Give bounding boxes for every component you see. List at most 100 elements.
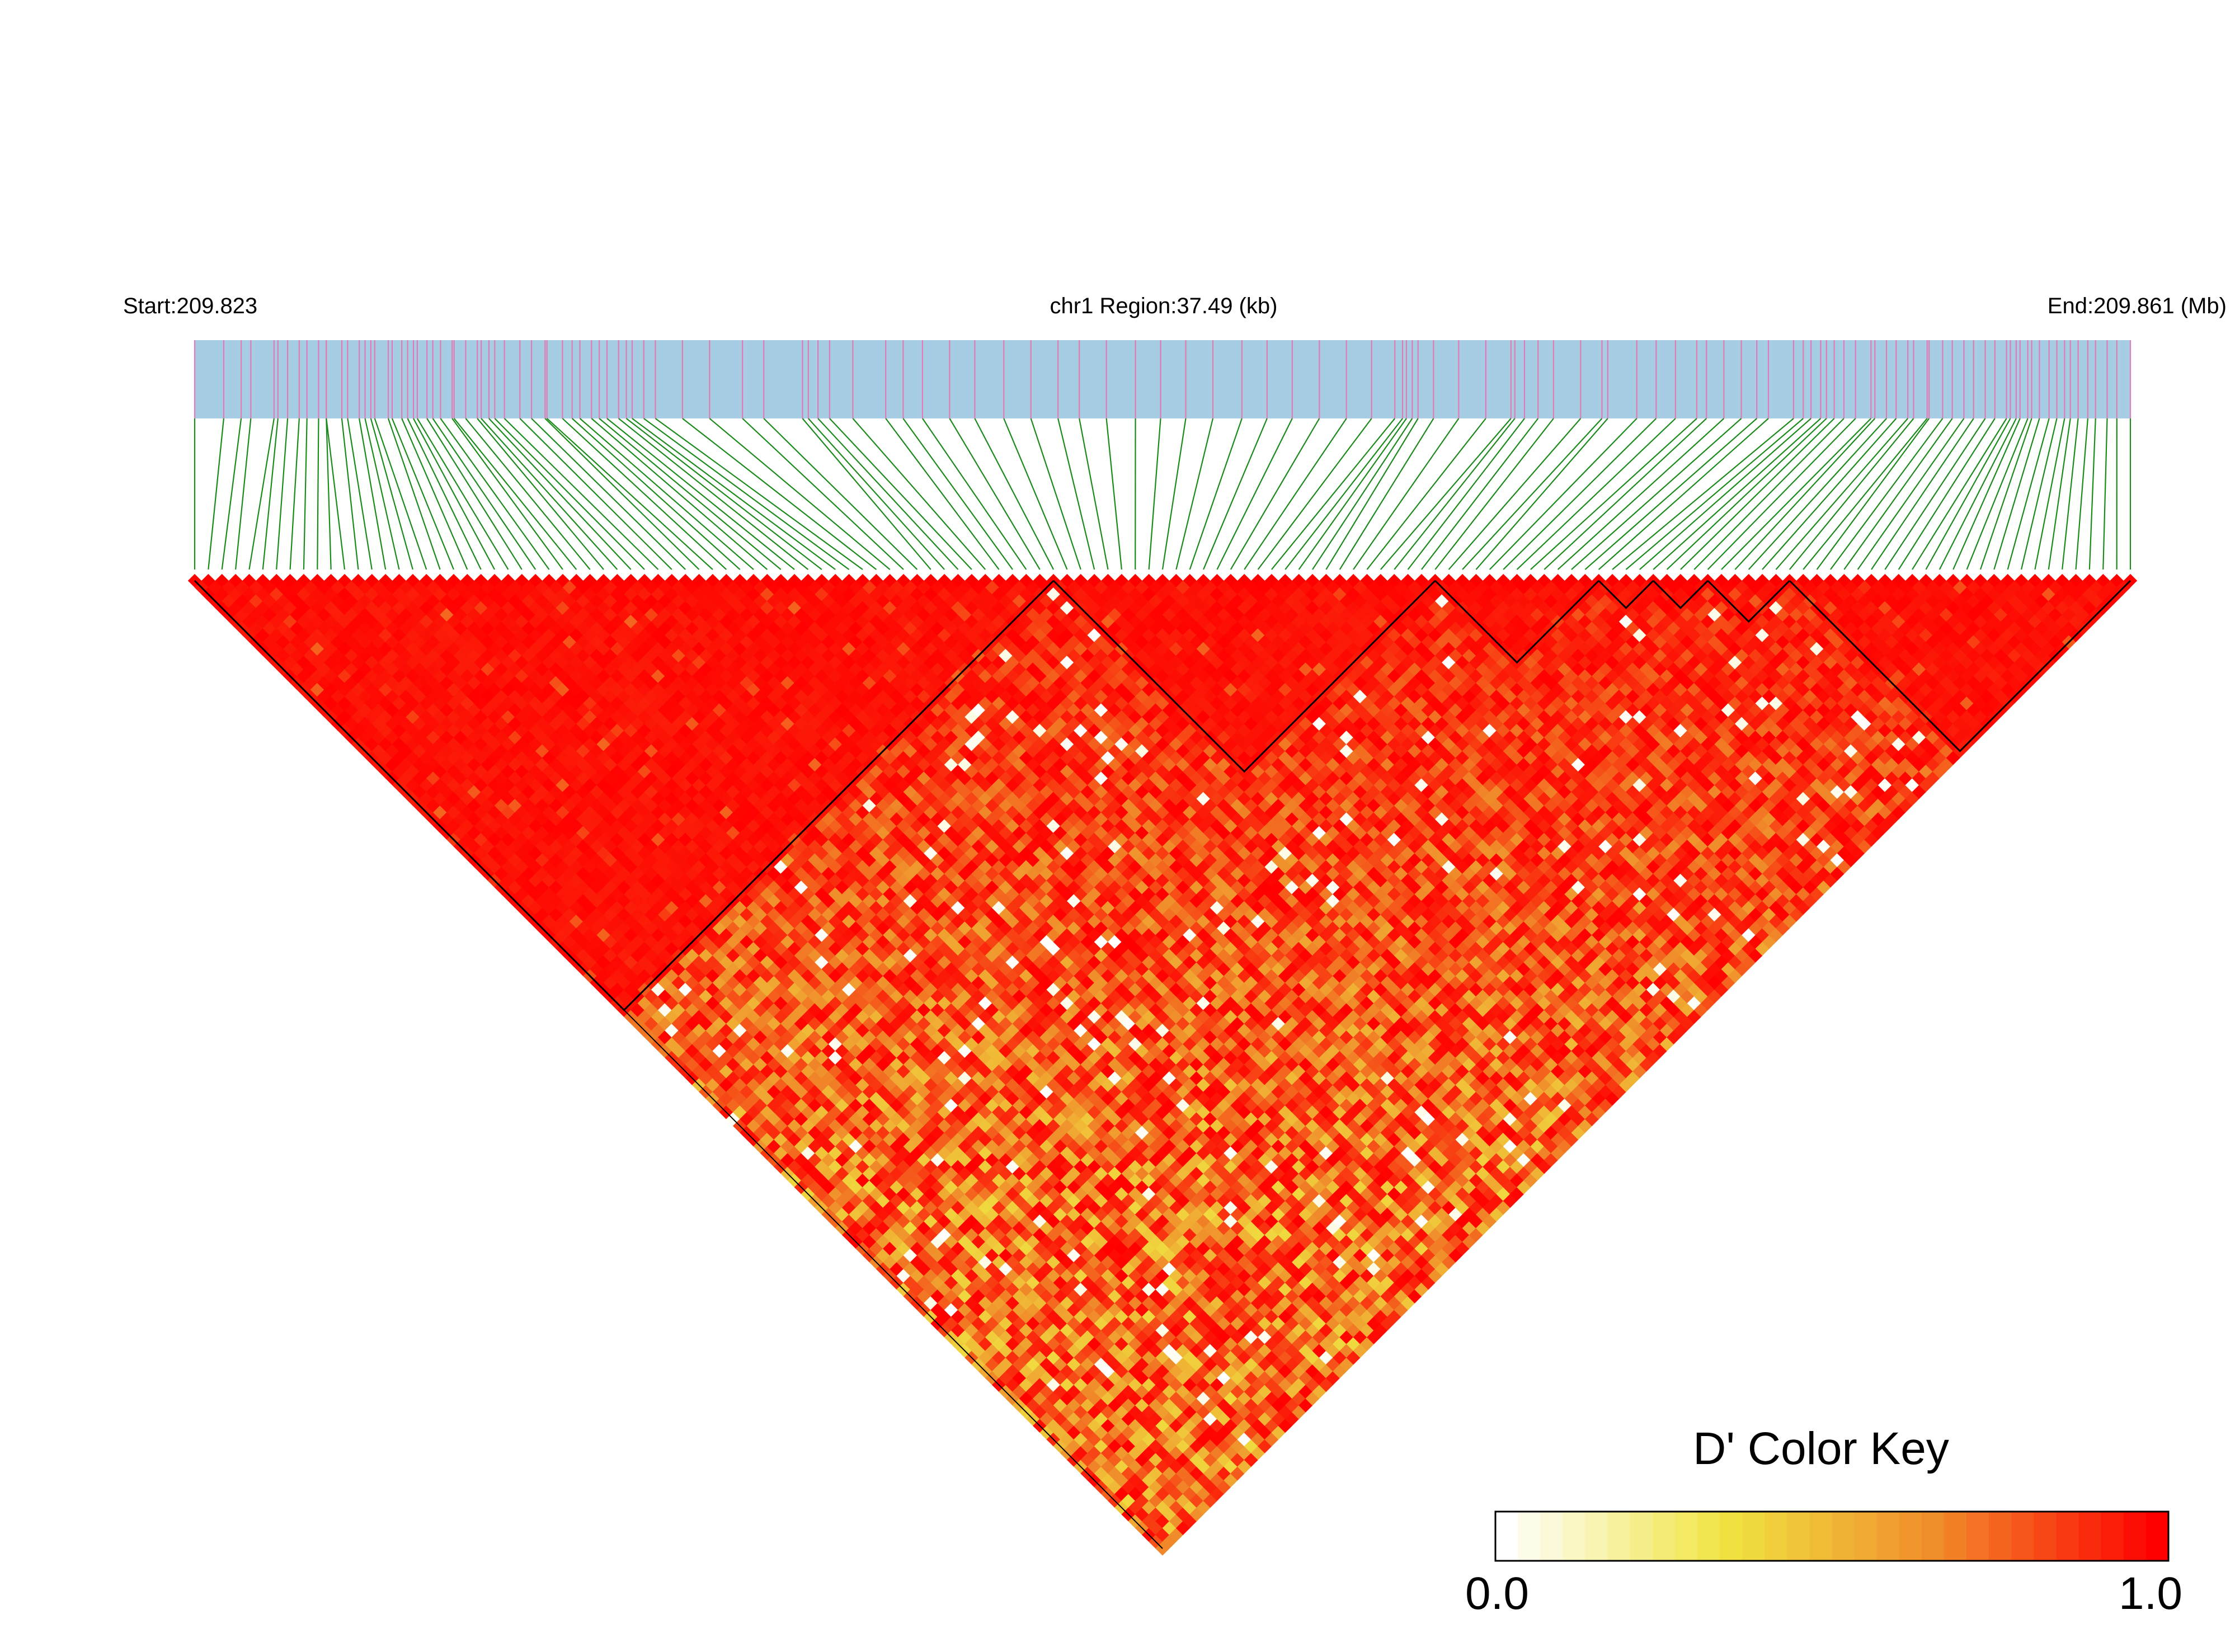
snp-connector bbox=[303, 418, 308, 570]
snp-connector bbox=[481, 418, 618, 570]
snp-connector bbox=[1161, 418, 1187, 570]
snp-connector bbox=[453, 418, 577, 570]
snp-connector bbox=[1993, 418, 2040, 570]
snp-diamond-markers bbox=[187, 573, 2138, 588]
snp-connector bbox=[1462, 418, 1603, 570]
snp-connector bbox=[1557, 418, 1725, 570]
chromosome-region-bar bbox=[195, 340, 2130, 418]
snp-connector bbox=[1584, 418, 1757, 570]
snp-connector bbox=[802, 418, 931, 570]
region-start-label: Start:209.823 bbox=[123, 294, 257, 318]
snp-connector bbox=[1938, 418, 2017, 570]
snp-connector bbox=[1079, 418, 1109, 570]
snp-connector bbox=[1189, 418, 1243, 570]
snp-connector bbox=[1775, 418, 1908, 570]
snp-connector-lines bbox=[194, 418, 2132, 570]
snp-connector bbox=[347, 418, 373, 570]
snp-connector bbox=[2007, 418, 2050, 570]
snp-connector bbox=[808, 418, 945, 570]
snp-connector bbox=[1612, 418, 1794, 570]
snp-connector bbox=[248, 418, 275, 570]
snp-connector bbox=[885, 418, 1000, 570]
snp-connector bbox=[488, 418, 632, 570]
snp-connector bbox=[1475, 418, 1608, 570]
snp-connector bbox=[742, 418, 904, 570]
snp-connector bbox=[1912, 418, 2007, 570]
snp-connector bbox=[618, 418, 809, 570]
snp-connector bbox=[1339, 418, 1434, 570]
snp-connector bbox=[1434, 418, 1554, 570]
snp-connector bbox=[599, 418, 782, 570]
snp-connector bbox=[1639, 418, 1811, 570]
snp-connector bbox=[643, 418, 850, 570]
snp-connector bbox=[1653, 418, 1822, 570]
snp-connector bbox=[1448, 418, 1582, 570]
snp-connector bbox=[2088, 418, 2096, 570]
snp-connector bbox=[1175, 418, 1214, 570]
snp-connector bbox=[1925, 418, 2011, 570]
snp-connector bbox=[579, 418, 754, 570]
snp-connector bbox=[359, 418, 387, 570]
snp-connector bbox=[682, 418, 877, 570]
snp-connector bbox=[1394, 418, 1516, 570]
snp-connector bbox=[317, 418, 319, 570]
snp-connector bbox=[1030, 418, 1081, 570]
snp-connector bbox=[1057, 418, 1095, 570]
snp-connector bbox=[1230, 418, 1320, 570]
snp-connector bbox=[1380, 418, 1512, 570]
snp-connector bbox=[1952, 418, 2021, 570]
snp-connector bbox=[2062, 418, 2079, 570]
snp-connector bbox=[374, 418, 427, 570]
snp-connector bbox=[2075, 418, 2088, 570]
snp-connector bbox=[625, 418, 822, 570]
snp-connector bbox=[902, 418, 1013, 570]
snp-connector bbox=[709, 418, 891, 570]
snp-connector bbox=[477, 418, 604, 570]
snp-connector bbox=[852, 418, 986, 570]
snp-connector bbox=[632, 418, 836, 570]
snp-connector bbox=[606, 418, 795, 570]
snp-connector bbox=[407, 418, 482, 570]
snp-connector bbox=[465, 418, 591, 570]
snp-connector bbox=[1312, 418, 1413, 570]
snp-connector bbox=[1734, 418, 1876, 570]
snp-connector bbox=[1271, 418, 1396, 570]
snp-connector bbox=[1421, 418, 1539, 570]
snp-connector bbox=[1284, 418, 1403, 570]
snp-connector bbox=[1503, 418, 1657, 570]
snp-connector bbox=[1707, 418, 1856, 570]
snp-connector bbox=[562, 418, 727, 570]
snp-connector bbox=[391, 418, 454, 570]
snp-connector bbox=[922, 418, 1027, 570]
snp-connector bbox=[1748, 418, 1887, 570]
snp-connector bbox=[426, 418, 523, 570]
snp-connector bbox=[1830, 418, 1944, 570]
snp-connector bbox=[1857, 418, 1965, 570]
snp-connector bbox=[2102, 418, 2108, 570]
snp-connector bbox=[416, 418, 509, 570]
snp-connector bbox=[1530, 418, 1697, 570]
snp-connector bbox=[1680, 418, 1835, 570]
snp-position-ticks bbox=[194, 340, 2132, 418]
snp-connector bbox=[1216, 418, 1293, 570]
snp-connector bbox=[571, 418, 741, 570]
snp-connector bbox=[276, 418, 289, 570]
snp-connector bbox=[974, 418, 1055, 570]
snp-connector bbox=[1884, 418, 1986, 570]
snp-connector bbox=[387, 418, 441, 570]
snp-connector bbox=[1366, 418, 1486, 570]
region-end-label: End:209.861 (Mb) bbox=[2048, 294, 2227, 318]
snp-connector bbox=[1105, 418, 1122, 570]
snp-connector bbox=[1353, 418, 1460, 570]
snp-connector bbox=[1516, 418, 1676, 570]
ld-dprime-cells bbox=[194, 580, 2131, 1556]
snp-connector bbox=[326, 418, 332, 570]
snp-connector bbox=[440, 418, 550, 570]
snp-connector bbox=[1979, 418, 2032, 570]
snp-connector bbox=[2020, 418, 2058, 570]
snp-connector bbox=[1325, 418, 1419, 570]
snp-connector bbox=[591, 418, 768, 570]
snp-connector bbox=[829, 418, 972, 570]
snp-connector bbox=[1257, 418, 1372, 570]
